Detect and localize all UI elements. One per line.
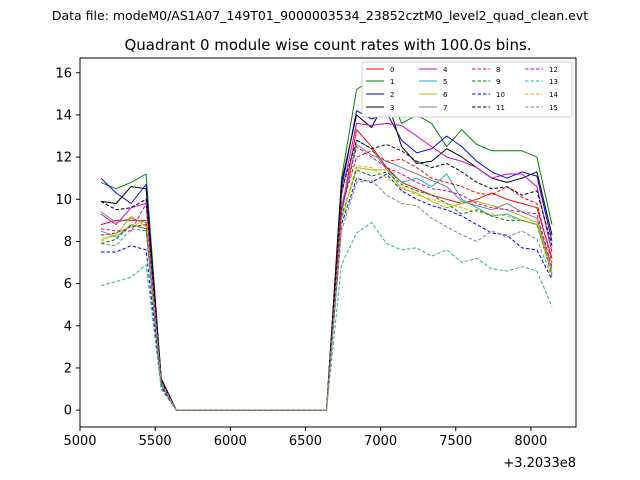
legend-label-3: 3: [390, 104, 394, 112]
x-tick-label: 7000: [364, 434, 397, 449]
legend-label-5: 5: [443, 78, 447, 86]
x-tick-label: 6000: [214, 434, 247, 449]
y-tick-label: 2: [64, 361, 72, 376]
y-tick-label: 10: [55, 193, 72, 208]
x-tick-label: 8000: [514, 434, 547, 449]
y-tick-label: 12: [55, 151, 72, 166]
chart-title: Quadrant 0 module wise count rates with …: [124, 36, 531, 54]
y-tick-label: 0: [64, 404, 72, 419]
legend-label-2: 2: [390, 91, 394, 99]
legend-label-7: 7: [443, 104, 447, 112]
legend-label-12: 12: [549, 66, 558, 74]
legend-label-11: 11: [496, 104, 505, 112]
y-tick-label: 14: [55, 108, 72, 123]
x-tick-label: 6500: [289, 434, 322, 449]
legend-label-13: 13: [549, 78, 558, 86]
legend-label-15: 15: [549, 104, 558, 112]
plot-frame: [79, 57, 577, 428]
y-tick-label: 4: [64, 319, 72, 334]
legend-label-10: 10: [496, 91, 505, 99]
x-offset-label: +3.2033e8: [503, 456, 576, 471]
legend-label-14: 14: [549, 91, 558, 99]
y-tick-label: 8: [64, 235, 72, 250]
x-tick-label: 7500: [439, 434, 472, 449]
x-tick-label: 5000: [63, 434, 96, 449]
legend-label-1: 1: [390, 78, 394, 86]
legend-label-0: 0: [390, 66, 394, 74]
y-axis: 0 2 4 6 8 10 12 14 16: [55, 66, 80, 419]
legend-label-4: 4: [443, 66, 448, 74]
y-tick-label: 6: [64, 277, 72, 292]
legend-label-6: 6: [443, 91, 448, 99]
series-line-15: [100, 179, 553, 411]
legend-label-9: 9: [496, 78, 500, 86]
x-tick-label: 5500: [139, 434, 172, 449]
y-tick-label: 16: [55, 66, 72, 81]
legend-frame: [361, 61, 573, 118]
legend-label-8: 8: [496, 66, 500, 74]
series-layer: [100, 78, 553, 411]
suptitle: Data file: modeM0/AS1A07_149T01_90000035…: [52, 8, 588, 23]
x-axis: 5000 5500 6000 6500 7000 7500 8000: [63, 427, 547, 449]
